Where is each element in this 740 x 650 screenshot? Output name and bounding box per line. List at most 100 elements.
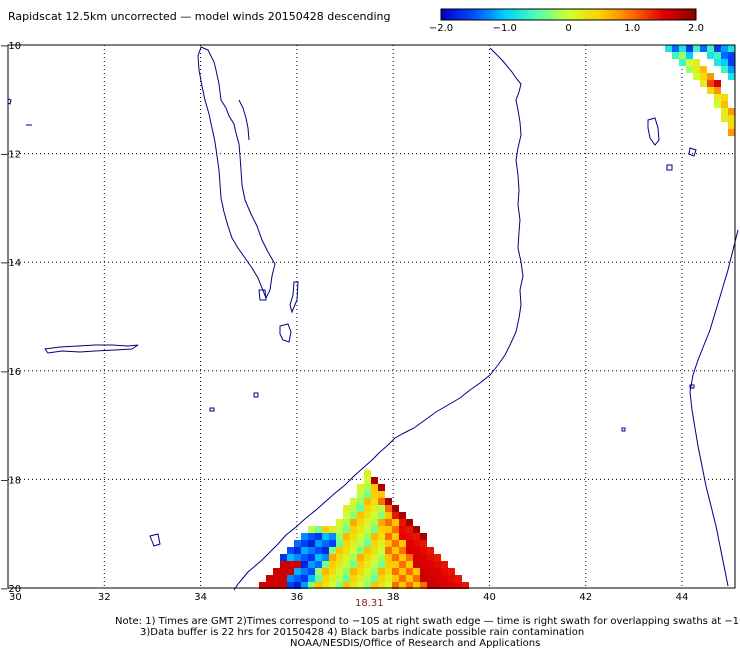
wind-cell: [364, 582, 371, 589]
wind-cell: [399, 582, 406, 589]
wind-cell: [350, 547, 357, 554]
longitude-tick-label: 38: [387, 592, 400, 603]
wind-cell: [413, 554, 420, 561]
lake-kariba: [44, 344, 139, 354]
wind-cell: [665, 45, 672, 52]
wind-cell: [357, 491, 364, 498]
longitude-tick-label: 36: [291, 592, 304, 603]
wind-cell: [364, 491, 371, 498]
wind-cell: [350, 561, 357, 568]
wind-cell: [434, 554, 441, 561]
wind-cell: [378, 505, 385, 512]
wind-cell: [721, 59, 728, 66]
wind-cell: [308, 554, 315, 561]
wind-cell: [392, 568, 399, 575]
colorbar-frame: [440, 8, 697, 21]
wind-cell: [364, 533, 371, 540]
wind-cell: [679, 59, 686, 66]
chart-title: Rapidscat 12.5km uncorrected — model win…: [8, 10, 391, 23]
wind-cell: [455, 575, 462, 582]
wind-cell: [336, 540, 343, 547]
colorbar-cell: [654, 9, 658, 20]
wind-cell: [357, 561, 364, 568]
wind-cell: [700, 80, 707, 87]
wind-cell: [336, 526, 343, 533]
colorbar-cell: [501, 9, 505, 20]
wind-cell: [728, 45, 735, 52]
colorbar-cell: [657, 9, 661, 20]
wind-cell: [371, 575, 378, 582]
wind-cell: [357, 505, 364, 512]
wind-cell: [448, 568, 455, 575]
wind-cell: [399, 575, 406, 582]
wind-cell: [343, 547, 350, 554]
wind-cell: [315, 561, 322, 568]
wind-cell: [315, 547, 322, 554]
wind-cell: [693, 45, 700, 52]
wind-cell: [336, 582, 343, 589]
colorbar-cell: [504, 9, 508, 20]
wind-cell: [707, 52, 714, 59]
colorbar-cell: [531, 9, 535, 20]
axis-tick-labels: 30 32 34 36 38 40 42 44 −10 −12 −14 −16 −18 −20: [0, 41, 688, 603]
wind-cell: [280, 561, 287, 568]
wind-cell: [672, 45, 679, 52]
wind-cell: [728, 66, 735, 73]
wind-cell: [350, 519, 357, 526]
wind-cell: [406, 547, 413, 554]
colorbar-cell: [600, 9, 604, 20]
longitude-tick-label: 44: [676, 592, 689, 603]
colorbar-cell: [492, 9, 496, 20]
wind-cell: [273, 582, 280, 589]
latitude-tick-label: −16: [0, 367, 21, 378]
wind-cell: [672, 52, 679, 59]
wind-cell: [448, 582, 455, 589]
wind-cell: [315, 540, 322, 547]
wind-cell: [329, 540, 336, 547]
latitude-tick-label: −14: [0, 258, 21, 269]
wind-cell: [392, 575, 399, 582]
wind-cell: [322, 575, 329, 582]
wind-cell: [385, 568, 392, 575]
wind-cell: [336, 561, 343, 568]
wind-cell: [693, 66, 700, 73]
colorbar-cell: [591, 9, 595, 20]
wind-cell: [420, 540, 427, 547]
colorbar-tick-label: 0: [565, 23, 571, 34]
colorbar-cell: [546, 9, 550, 20]
wind-cell: [686, 52, 693, 59]
island-small-east: [621, 427, 626, 432]
colorbar-cell: [615, 9, 619, 20]
colorbar-cell: [495, 9, 499, 20]
wind-cell: [273, 568, 280, 575]
wind-cell: [413, 568, 420, 575]
wind-cell: [406, 554, 413, 561]
wind-cell: [364, 519, 371, 526]
wind-cell: [343, 526, 350, 533]
wind-cell: [385, 582, 392, 589]
colorbar-cell: [687, 9, 691, 20]
colorbar-cell: [573, 9, 577, 20]
wind-cell: [392, 505, 399, 512]
wind-cell: [427, 575, 434, 582]
wind-cell: [707, 73, 714, 80]
wind-cell: [406, 575, 413, 582]
wind-cell: [434, 575, 441, 582]
colorbar-cell: [474, 9, 478, 20]
wind-cell: [280, 582, 287, 589]
wind-cell: [427, 554, 434, 561]
wind-cell: [364, 540, 371, 547]
wind-cell: [273, 575, 280, 582]
wind-cell: [301, 561, 308, 568]
colorbar-cell: [513, 9, 517, 20]
wind-cell: [462, 582, 469, 589]
wind-cell: [714, 59, 721, 66]
wind-cell: [693, 59, 700, 66]
wind-cell: [378, 533, 385, 540]
wind-cell: [413, 561, 420, 568]
wind-cell: [336, 554, 343, 561]
colorbar-cell: [579, 9, 583, 20]
longitude-tick-label: 30: [9, 592, 22, 603]
swath-time-label: 18.31: [355, 598, 384, 609]
wind-cell: [385, 547, 392, 554]
